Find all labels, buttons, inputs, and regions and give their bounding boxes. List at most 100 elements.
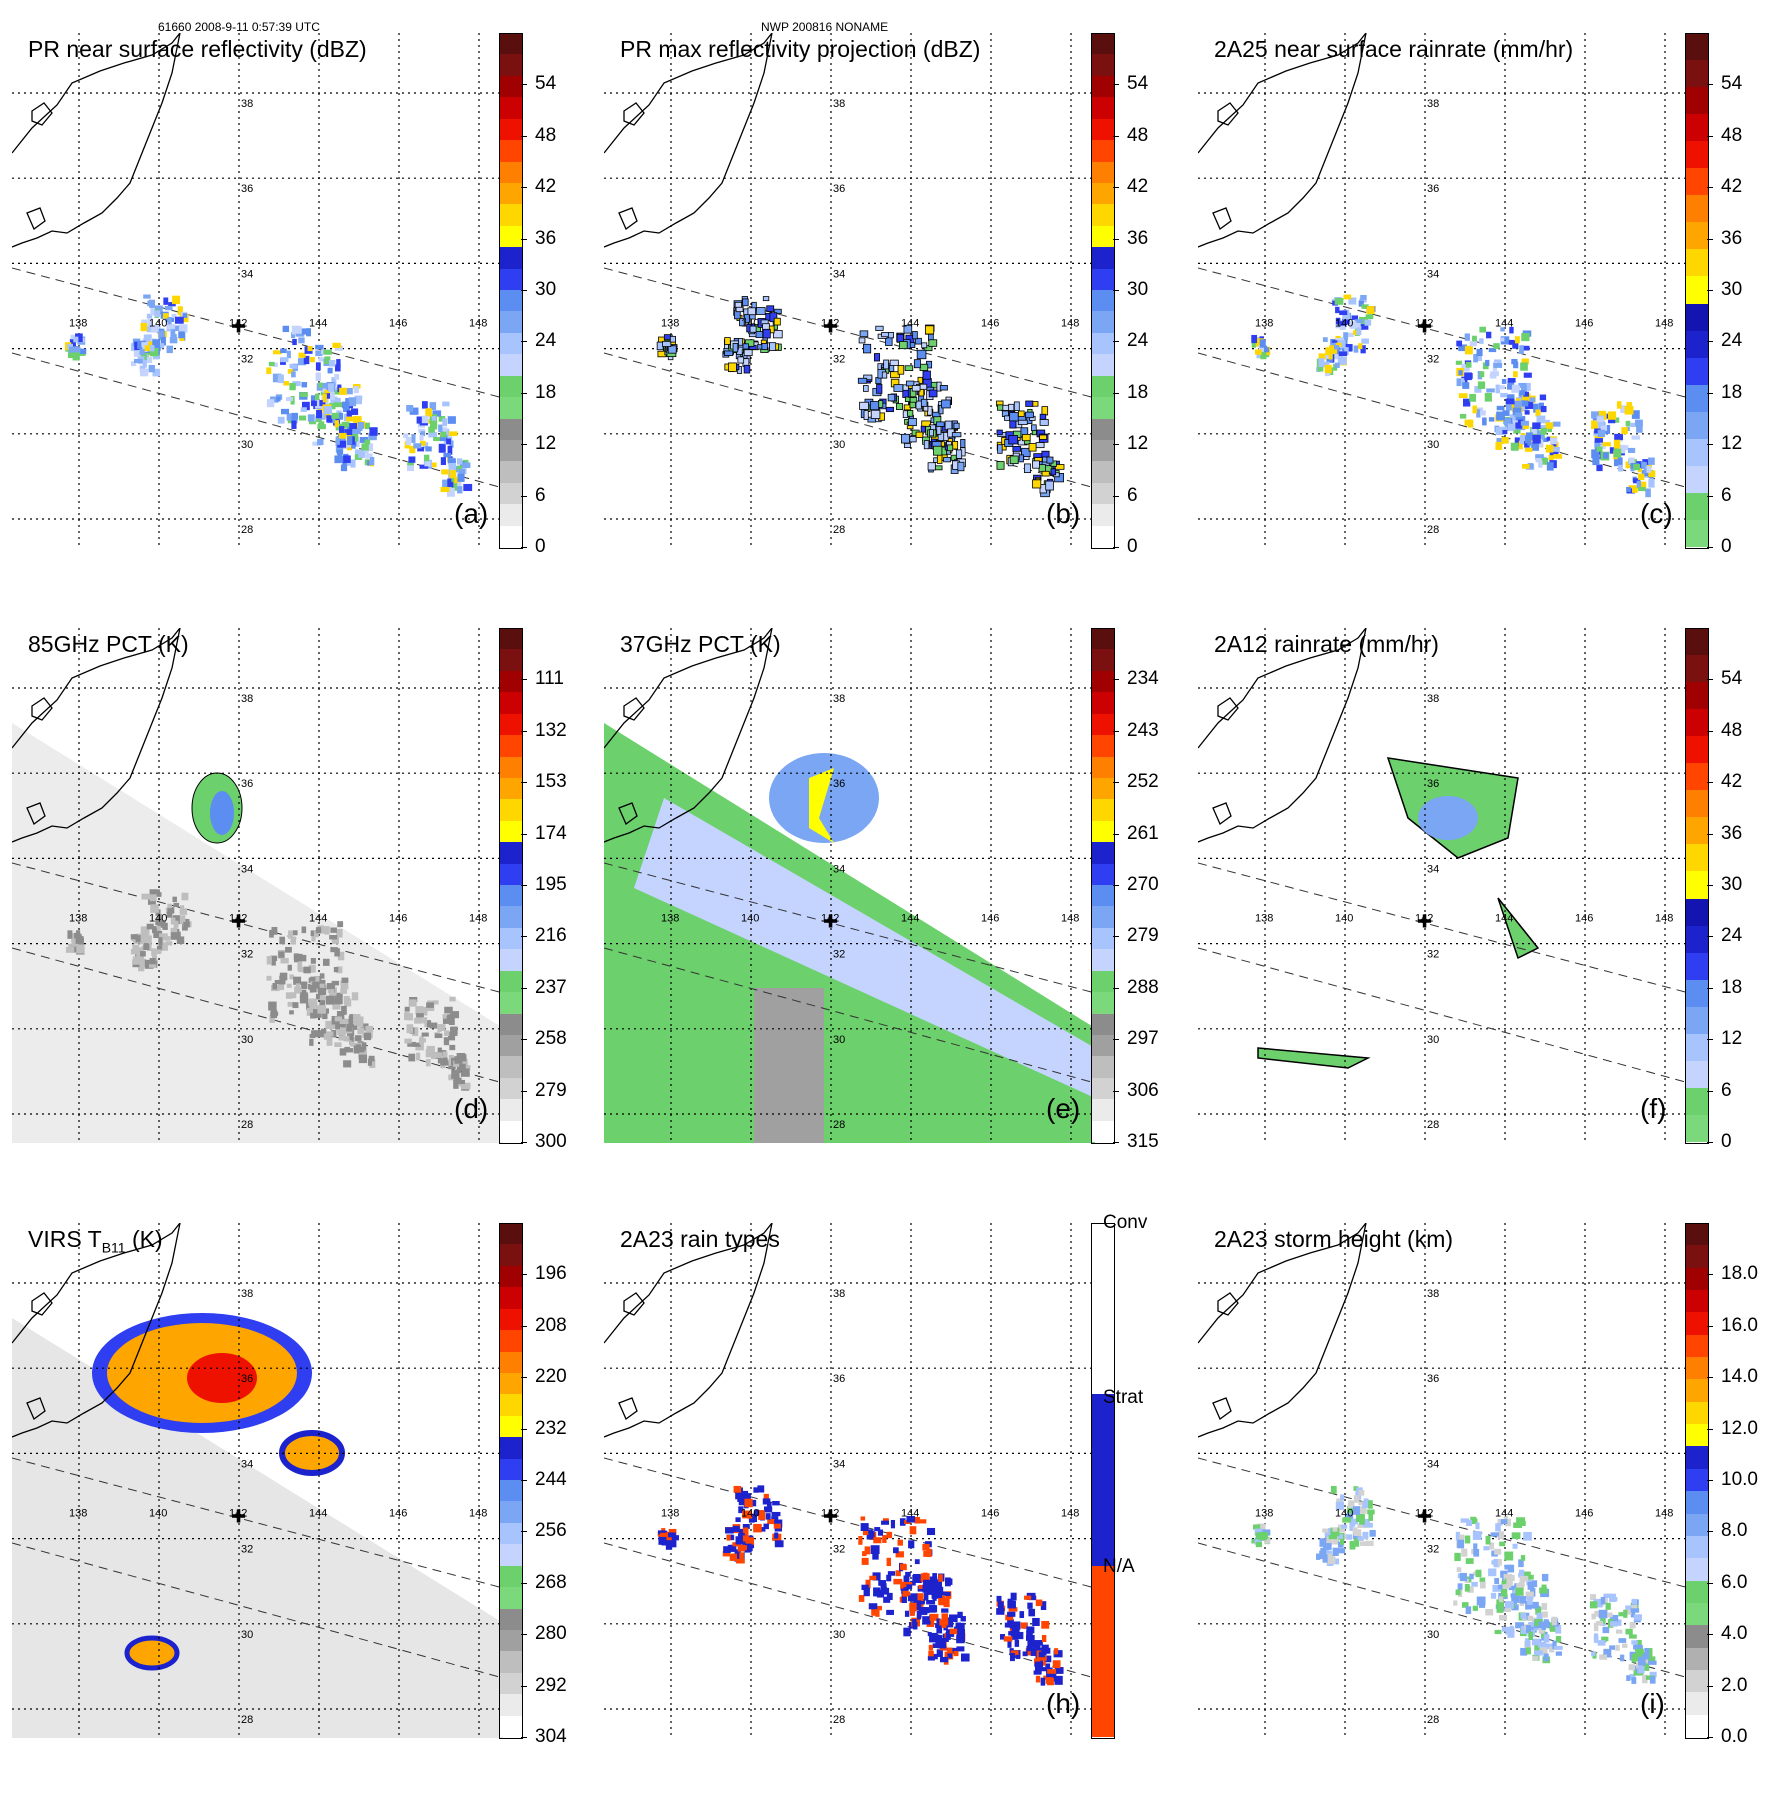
colorbar-tickmark [1113, 936, 1119, 938]
lat-label: 36 [833, 778, 845, 790]
colorbar-segment [1091, 670, 1115, 693]
colorbar-segment [1091, 418, 1115, 441]
map-area[interactable]: 138 140 142 144 146 148 38 36 34 32 30 28 ✚ [1198, 33, 1689, 548]
colorbar-segment [1091, 777, 1115, 800]
colorbar-tick-label: 292 [535, 1674, 567, 1696]
colorbar-segment [1685, 1290, 1709, 1313]
lat-label: 36 [1427, 778, 1439, 790]
colorbar-tickmark [521, 547, 527, 548]
colorbar-tickmark [1707, 1634, 1713, 1636]
colorbar-segment [1685, 168, 1709, 196]
precip-field [656, 296, 1065, 498]
colorbar-tick-label: 36 [1721, 227, 1743, 249]
colorbar-tick-label: 258 [535, 1028, 567, 1050]
colorbar-segment [499, 992, 523, 1014]
panel-title: 2A23 rain types [620, 1226, 780, 1253]
colorbar-segment [1091, 906, 1115, 929]
colorbar-tick-label: 244 [535, 1469, 567, 1490]
colorbar-tickmark [521, 1142, 527, 1143]
lat-label: 38 [241, 98, 253, 110]
colorbar-segment [1685, 1245, 1709, 1269]
storm-center-marker: ✚ [231, 912, 246, 933]
colorbar: Conv Strat N/A [1091, 1212, 1147, 1739]
lat-label: 34 [1427, 268, 1439, 280]
colorbar-segment [1685, 1033, 1709, 1062]
colorbar-segment [1685, 790, 1709, 818]
map-area[interactable]: 138 140 142 144 146 148 38 36 34 32 30 28 ✚ [1198, 628, 1689, 1143]
lat-label: 28 [833, 1119, 845, 1131]
colorbar-segment [1685, 1087, 1709, 1116]
colorbar-tick-label: 6 [535, 484, 546, 506]
colorbar-tickmark [521, 135, 527, 137]
map-area[interactable]: 138 140 142 144 146 148 38 36 34 32 30 28 ✚ [604, 628, 1095, 1143]
colorbar-segment [499, 1415, 523, 1438]
colorbar: 196 208 220 232 244 256 268 280 292 304 [499, 1223, 567, 1747]
colorbar-tickmark [521, 679, 527, 681]
panel-title: 2A12 rainrate (mm/hr) [1214, 631, 1439, 658]
colorbar-segment [499, 713, 523, 736]
lat-label: 38 [1427, 98, 1439, 110]
lat-label: 32 [833, 354, 845, 366]
colorbar-tickmark [1113, 392, 1119, 394]
header-left: 61660 2008-9-11 0:57:39 UTC [158, 20, 320, 34]
panel-b: 138 140 142 144 146 148 38 36 34 32 30 28 ✚ PR max re… [592, 33, 1182, 628]
colorbar-tickmark [1707, 392, 1713, 394]
colorbar-tickmark [1113, 495, 1119, 497]
colorbar-segment [1091, 75, 1115, 98]
panel-title-text: PR max reflectivity projection (dBZ) [620, 36, 981, 62]
lon-label: 146 [981, 913, 999, 925]
map-area[interactable]: 138 140 142 144 146 148 38 36 34 32 30 28 ✚ [604, 33, 1095, 548]
colorbar-tick-label: 216 [535, 925, 567, 947]
panel-title: 37GHz PCT (K) [620, 631, 781, 658]
lon-label: 142 [821, 318, 839, 330]
colorbar-tickmark [1707, 547, 1713, 548]
map-area[interactable]: 138 140 142 144 146 148 38 36 34 32 30 28 ✚ [12, 628, 503, 1143]
colorbar-tick-label: 196 [535, 1263, 567, 1285]
map-area[interactable]: 138 140 142 144 146 148 38 36 34 32 30 28 ✚ [12, 1223, 503, 1738]
colorbar-segment [1091, 290, 1115, 312]
colorbar-segment [1685, 276, 1709, 305]
map-area[interactable]: 138 140 142 144 146 148 38 36 34 32 30 28 ✚ [1198, 1223, 1689, 1738]
colorbar-tickmark [1707, 1090, 1713, 1092]
lat-label: 30 [833, 1034, 845, 1046]
colorbar-tick-label: 14.0 [1721, 1366, 1758, 1388]
colorbar-tickmark [521, 1480, 527, 1481]
colorbar-segment [499, 735, 523, 757]
colorbar-tick-label: 18 [1721, 976, 1743, 998]
colorbar-segment [499, 182, 523, 205]
colorbar-tickmark [1707, 1480, 1713, 1481]
colorbar-segment [1091, 820, 1115, 843]
colorbar-tickmark [521, 1274, 527, 1276]
lat-label: 36 [1427, 1373, 1439, 1385]
colorbar-tickmark [521, 1039, 527, 1041]
panel-title-text: 85GHz PCT (K) [28, 631, 189, 657]
lon-label: 140 [149, 1508, 167, 1520]
lon-label: 140 [741, 913, 759, 925]
colorbar-segment [499, 397, 523, 419]
lon-label: 146 [389, 1508, 407, 1520]
colorbar-segment [1091, 628, 1115, 650]
colorbar-tickmark [1113, 1090, 1119, 1092]
panel-title-subscript: B11 [101, 1239, 126, 1256]
colorbar-tickmark [1707, 444, 1713, 446]
colorbar-tickmark [1113, 444, 1119, 446]
colorbar-tick-label: 30 [1721, 874, 1743, 895]
map-area[interactable]: 138 140 142 144 146 148 38 36 34 32 30 28 ✚ [604, 1223, 1095, 1738]
colorbar-tickmark [1707, 1142, 1713, 1143]
lat-label: 28 [1427, 1714, 1439, 1726]
panel-label: (b) [1046, 498, 1081, 529]
colorbar-tick-label: 6 [1127, 484, 1138, 506]
colorbar-segment [1091, 439, 1115, 462]
colorbar-segment [1091, 692, 1115, 715]
map-area[interactable]: 138 140 142 144 146 148 38 36 34 32 30 28 ✚ [12, 33, 503, 548]
lat-label: 28 [833, 1714, 845, 1726]
lat-label: 32 [241, 354, 253, 366]
colorbar-segment [499, 863, 523, 886]
colorbar-tick-label: 12 [1127, 433, 1149, 455]
colorbar-tick-label: 252 [1127, 771, 1159, 793]
colorbar-tickmark [1707, 84, 1713, 86]
colorbar-tick-label: 0 [1721, 536, 1732, 557]
colorbar-tick-label: 132 [535, 719, 567, 741]
colorbar-segment [499, 820, 523, 843]
lon-label: 140 [1335, 913, 1353, 925]
